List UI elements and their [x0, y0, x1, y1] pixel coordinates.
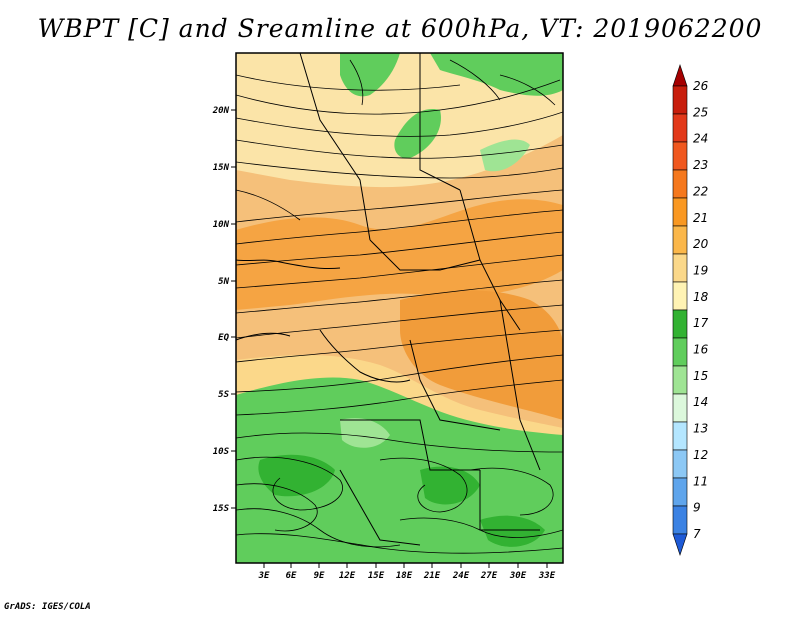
colorbar-label: 14: [693, 395, 708, 409]
colorbar-label: 25: [693, 105, 708, 119]
colorbar-swatch: [672, 393, 688, 423]
colorbar-swatch: [672, 421, 688, 451]
lon-label-9e: 9E: [314, 571, 325, 581]
colorbar-label: 15: [693, 369, 708, 383]
colorbar-label: 24: [693, 132, 708, 146]
lat-label-20n: 20N: [212, 106, 230, 116]
colorbar-swatch: [672, 169, 688, 199]
lon-label-6e: 6E: [286, 571, 297, 581]
wbpt-field: [236, 53, 563, 563]
colorbar-swatch: [672, 505, 688, 535]
colorbar-swatch: [672, 197, 688, 227]
colorbar-swatch: [672, 365, 688, 395]
colorbar-label: 9: [693, 501, 701, 515]
lon-label-15e: 15E: [368, 571, 385, 581]
lon-axis: 3E 6E 9E 12E 15E 18E 21E 24E 27E 30E 33E: [258, 563, 556, 581]
colorbar-label: 17: [693, 316, 709, 330]
streamlines: [236, 59, 563, 554]
colorbar-label: 19: [693, 263, 708, 277]
lat-axis: 20N 15N 10N 5N EQ 5S 10S 15S: [212, 106, 236, 514]
green-region-south: [236, 377, 563, 563]
lon-label-33e: 33E: [538, 571, 556, 581]
lon-label-30e: 30E: [509, 571, 527, 581]
colorbar-label: 16: [693, 343, 709, 357]
colorbar-label: 18: [693, 290, 709, 304]
lat-label-15s: 15S: [213, 504, 230, 514]
colorbar-swatch: [672, 309, 688, 339]
colorbar-swatch-bottom: [672, 533, 688, 556]
colorbar-swatch: [672, 225, 688, 255]
warm-band: [236, 199, 563, 310]
lat-label-10n: 10N: [213, 220, 230, 230]
colorbar: 26 25 24 23 22 21 20 19 18 17 16 15 14 13 12 11 9 7: [672, 64, 709, 556]
colorbar-label: 7: [693, 527, 701, 541]
lon-label-12e: 12E: [339, 571, 356, 581]
lat-label-15n: 15N: [213, 163, 230, 173]
colorbar-swatch: [672, 449, 688, 479]
lon-label-27e: 27E: [480, 571, 498, 581]
map-title: WBPT [C] and Sreamline at 600hPa, VT: 20…: [37, 14, 763, 43]
colorbar-label: 21: [693, 211, 708, 225]
green-patch-north: [340, 53, 400, 97]
lon-label-3e: 3E: [258, 571, 270, 581]
colorbar-label: 13: [693, 422, 708, 436]
colorbar-swatch: [672, 253, 688, 283]
map-frame: [235, 52, 564, 564]
lat-label-10s: 10S: [213, 447, 230, 457]
colorbar-swatch: [672, 477, 688, 507]
colorbar-swatch-top: [672, 64, 688, 87]
colorbar-label: 20: [693, 237, 709, 251]
colorbar-label: 23: [693, 158, 708, 172]
colorbar-swatch: [672, 85, 688, 115]
colorbar-label: 26: [693, 79, 709, 93]
colorbar-label: 22: [693, 184, 708, 198]
lon-label-18e: 18E: [396, 571, 413, 581]
colorbar-swatch: [672, 141, 688, 171]
lon-label-24e: 24E: [452, 571, 470, 581]
country-borders: [236, 53, 541, 546]
colorbar-swatch: [672, 281, 688, 311]
lat-label-eq: EQ: [218, 333, 229, 343]
lat-label-5s: 5S: [218, 390, 229, 400]
colorbar-label: 11: [693, 474, 708, 488]
colorbar-label: 12: [693, 448, 708, 462]
lat-label-5n: 5N: [218, 277, 229, 287]
lon-label-21e: 21E: [423, 571, 441, 581]
colorbar-swatch: [672, 113, 688, 143]
credit-footer: GrADS: IGES/COLA: [4, 602, 91, 612]
colorbar-swatch: [672, 337, 688, 367]
